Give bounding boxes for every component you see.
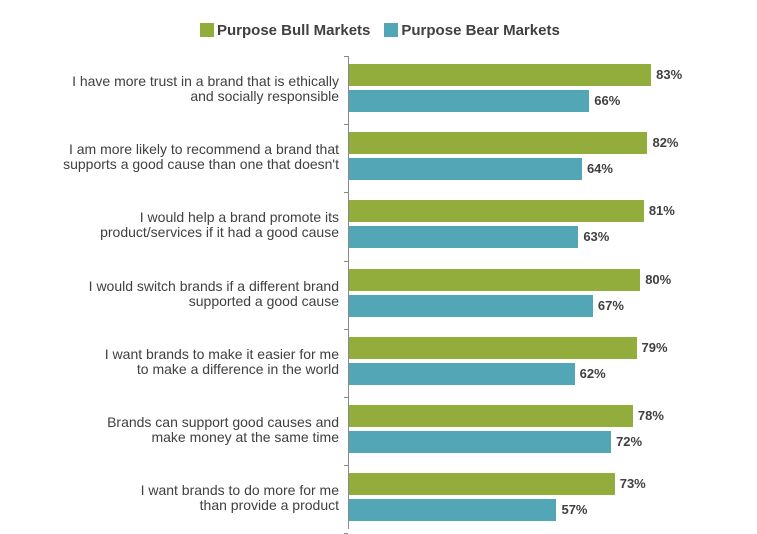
bar-bull bbox=[349, 405, 633, 427]
category-label-line2: to make a difference in the world bbox=[136, 360, 339, 377]
category-label-line1: I want brands to do more for me bbox=[140, 482, 339, 499]
bar-bull bbox=[349, 336, 637, 359]
category-label-line2: product/services if it had a good cause bbox=[100, 224, 339, 241]
category-label-line2: and socially responsible bbox=[190, 88, 339, 104]
value-label-bull: 80% bbox=[645, 271, 672, 287]
bar-bear bbox=[349, 294, 593, 317]
value-label-bull: 82% bbox=[652, 135, 679, 151]
category-label-line1: Brands can support good causes and bbox=[107, 414, 339, 430]
category-label: I am more likely to recommend a brand th… bbox=[0, 142, 339, 172]
legend-swatch-bull bbox=[200, 23, 214, 37]
category-label-line1: I would switch brands if a different bra… bbox=[88, 277, 339, 294]
bar-bear bbox=[349, 158, 582, 181]
chart-legend: Purpose Bull Markets Purpose Bear Market… bbox=[200, 20, 574, 40]
category-label-line1: I would help a brand promote its bbox=[139, 209, 339, 226]
category-label: I want brands to make it easier for me to… bbox=[0, 345, 339, 377]
category-label-line2: supported a good cause bbox=[188, 292, 339, 309]
legend-label-bear: Purpose Bear Markets bbox=[401, 21, 560, 39]
legend-label-bull: Purpose Bull Markets bbox=[217, 21, 371, 39]
bar-bear bbox=[349, 226, 579, 249]
category-label: I have more trust in a brand that is eth… bbox=[0, 74, 339, 104]
bar-bear bbox=[349, 431, 612, 453]
category-label-line2: make money at the same time bbox=[151, 429, 339, 445]
bar-bull bbox=[349, 200, 644, 223]
bar-bear bbox=[349, 90, 590, 112]
axis-tick bbox=[344, 192, 348, 194]
axis-tick bbox=[344, 328, 348, 330]
axis-tick bbox=[344, 465, 348, 467]
legend-item-bull: Purpose Bull Markets bbox=[200, 22, 370, 39]
category-label-line2: than provide a product bbox=[199, 497, 339, 514]
category-label: I want brands to do more for me than prov… bbox=[0, 483, 339, 513]
category-label: Brands can support good causes and make m… bbox=[0, 415, 339, 445]
value-label-bear: 66% bbox=[594, 93, 621, 108]
category-label-line1: I want brands to make it easier for me bbox=[104, 345, 339, 362]
bar-bull bbox=[349, 268, 641, 291]
axis-tick bbox=[344, 397, 348, 398]
legend-item-bear: Purpose Bear Markets bbox=[384, 21, 560, 39]
category-axis bbox=[348, 56, 349, 529]
value-label-bear: 67% bbox=[597, 297, 624, 313]
bar-bear bbox=[349, 499, 557, 522]
category-label: I would help a brand promote its product/… bbox=[0, 210, 339, 240]
axis-tick bbox=[344, 260, 348, 262]
category-label-line2: supports a good cause than one that does… bbox=[63, 156, 339, 173]
category-label: I would switch brands if a different bra… bbox=[0, 277, 339, 309]
bar-bear bbox=[349, 362, 575, 385]
bar-bull bbox=[349, 64, 652, 86]
axis-tick bbox=[344, 56, 348, 57]
value-label-bear: 57% bbox=[561, 502, 588, 518]
value-label-bull: 78% bbox=[637, 408, 664, 423]
category-label-line1: I am more likely to recommend a brand th… bbox=[68, 141, 339, 158]
value-label-bear: 72% bbox=[616, 434, 643, 449]
bar-bull bbox=[349, 473, 615, 496]
value-label-bull: 73% bbox=[619, 476, 646, 492]
value-label-bear: 63% bbox=[583, 229, 610, 245]
value-label-bear: 64% bbox=[586, 161, 613, 177]
bar-bull bbox=[349, 132, 648, 155]
value-label-bull: 79% bbox=[641, 339, 668, 355]
value-label-bull: 83% bbox=[656, 67, 683, 82]
legend-swatch-bear bbox=[384, 23, 399, 37]
value-label-bull: 81% bbox=[648, 203, 675, 219]
value-label-bear: 62% bbox=[579, 365, 606, 381]
axis-tick bbox=[344, 124, 348, 126]
category-label-line1: I have more trust in a brand that is eth… bbox=[72, 73, 339, 89]
